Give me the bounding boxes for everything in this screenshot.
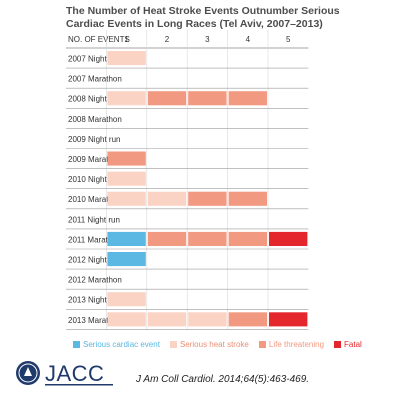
chart-title: The Number of Heat Stroke Events Outnumb… <box>66 5 340 30</box>
row-label: 2010 Marathon <box>68 195 122 204</box>
legend-label: Life threatening <box>268 340 325 349</box>
event-cell-life <box>228 191 267 206</box>
row-label: 2007 Marathon <box>68 75 122 84</box>
legend-swatch <box>73 341 80 348</box>
legend-swatch <box>169 341 177 348</box>
column-label: 3 <box>205 35 210 44</box>
event-cell-life <box>188 191 227 206</box>
event-cell-life <box>228 231 267 246</box>
event-cell-life <box>147 231 187 246</box>
row-label: 2008 Marathon <box>68 115 122 124</box>
event-cell-heat <box>107 51 146 66</box>
column-header: NO. OF EVENTS <box>68 35 130 44</box>
legend-swatch <box>334 341 342 348</box>
row-label: 2010 Night run <box>68 175 120 184</box>
event-cell-heat <box>188 312 227 327</box>
legend: Serious cardiac event Serious heat stroke… <box>73 340 372 349</box>
logo-text: JACC <box>45 361 104 386</box>
event-cell-heat <box>107 292 146 307</box>
citation: J Am Coll Cardiol. 2014;64(5):463-469. <box>136 374 310 385</box>
legend-label: Serious cardiac event <box>83 340 160 349</box>
row-label: 2013 Marathon <box>68 316 122 325</box>
legend-label: Fatal <box>344 340 362 349</box>
legend-item-fatal: Fatal <box>334 340 362 349</box>
legend-item-cardiac: Serious cardiac event <box>73 340 160 349</box>
event-cell-fatal <box>269 231 308 246</box>
row-label: 2011 Night run <box>68 215 120 224</box>
event-cell-heat <box>107 312 146 327</box>
event-cell-life <box>107 151 146 166</box>
legend-item-life: Life threatening <box>258 340 325 349</box>
event-cell-life <box>147 91 187 106</box>
row-label: 2009 Marathon <box>68 155 122 164</box>
row-label: 2013 Night run <box>68 296 120 305</box>
legend-item-heat: Serious heat stroke <box>169 340 249 349</box>
row-label: 2011 Marathon <box>68 235 121 244</box>
event-cell-life <box>188 231 227 246</box>
jacc-logo: JACC <box>16 361 113 386</box>
event-cell-heat <box>147 191 187 206</box>
row-label: 2012 Marathon <box>68 276 122 285</box>
event-cell-heat <box>107 171 146 186</box>
column-label: 5 <box>286 35 291 44</box>
legend-swatch <box>258 341 266 348</box>
event-cell-fatal <box>269 312 308 327</box>
column-label: 1 <box>124 35 129 44</box>
column-label: 2 <box>165 35 170 44</box>
row-label: 2007 Night run <box>68 55 120 64</box>
event-cell-life <box>228 91 267 106</box>
event-cell-life <box>228 312 267 327</box>
legend-label: Serious heat stroke <box>179 340 249 349</box>
event-cell-heat <box>107 91 146 106</box>
event-cell-cardiac <box>107 252 146 267</box>
event-cell-life <box>188 91 227 106</box>
footer: JACC J Am Coll Cardiol. 2014;64(5):463-4… <box>14 358 394 390</box>
event-cell-cardiac <box>107 231 146 246</box>
event-cell-heat <box>107 191 146 206</box>
event-cell-heat <box>147 312 187 327</box>
row-label: 2008 Night run <box>68 95 120 104</box>
column-label: 4 <box>246 35 251 44</box>
row-label: 2012 Night run <box>68 256 120 265</box>
row-label: 2009 Night run <box>68 135 120 144</box>
